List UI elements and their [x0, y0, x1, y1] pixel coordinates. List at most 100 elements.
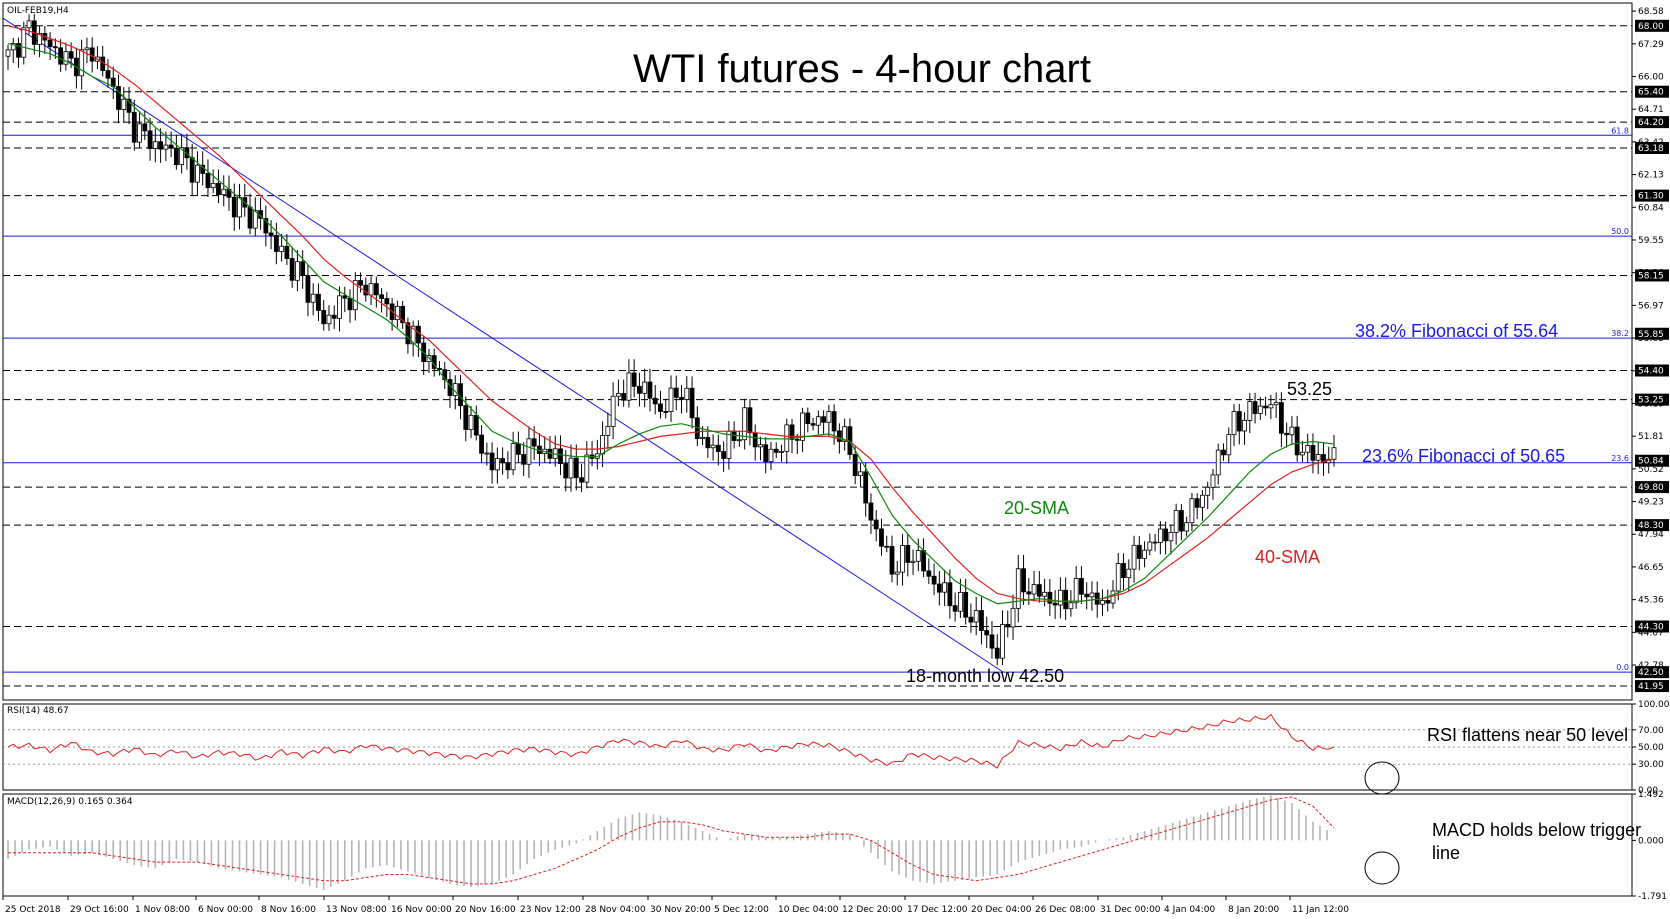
- price-box-label: 58.15: [1638, 271, 1664, 281]
- price-tick-label: 50.52: [1638, 465, 1664, 475]
- candle-body: [558, 448, 563, 465]
- candle-body: [221, 188, 227, 196]
- candle-body: [879, 528, 884, 547]
- price-box-label: 55.85: [1638, 330, 1664, 340]
- candle-body: [1063, 589, 1069, 610]
- rsi-circle-marker: [1364, 761, 1400, 795]
- candle-body: [1089, 592, 1095, 598]
- price-box-label: 41.95: [1638, 682, 1664, 692]
- chart-title: WTI futures - 4-hour chart: [633, 47, 1091, 91]
- candle-body: [52, 46, 58, 49]
- candle-body: [836, 430, 842, 442]
- candle-body: [752, 432, 758, 448]
- candle-body: [168, 144, 174, 149]
- panel-border-0: [2, 2, 1633, 701]
- candle-body: [968, 616, 974, 623]
- price-box: [1635, 269, 1669, 282]
- price-box: [1635, 454, 1669, 467]
- price-axis: 68.5867.2966.0064.7163.4262.1360.8459.55…: [1632, 7, 1669, 693]
- price-box-label: 61.30: [1638, 192, 1664, 202]
- candle-body: [1036, 584, 1042, 597]
- candle-body: [1026, 591, 1032, 595]
- candle-body: [1021, 568, 1026, 593]
- candle-body: [1184, 522, 1190, 532]
- candle-body: [573, 457, 579, 479]
- candle-body: [721, 451, 727, 459]
- candle-body: [273, 234, 279, 252]
- macd-label: MACD(12,26,9) 0.165 0.364: [7, 797, 133, 807]
- candle-body: [794, 438, 800, 441]
- candle-body: [905, 545, 911, 563]
- time-tick-label: 11 Jan 12:00: [1292, 905, 1349, 915]
- candle-body: [1268, 404, 1274, 409]
- time-tick-label: 8 Nov 16:00: [261, 905, 316, 915]
- candle-body: [510, 443, 516, 471]
- candle-body: [121, 98, 127, 110]
- price-tick-label: 47.94: [1638, 530, 1664, 540]
- price-tick-label: 51.81: [1638, 432, 1664, 442]
- candle-body: [63, 51, 69, 65]
- candle-body: [826, 411, 832, 423]
- candle-body: [84, 47, 90, 51]
- candle-body: [1263, 405, 1268, 409]
- candle-body: [142, 123, 148, 132]
- candle-body: [152, 141, 158, 149]
- candle-body: [331, 314, 337, 319]
- candle-body: [958, 591, 963, 612]
- rsi-annotation: RSI flattens near 50 level: [1427, 725, 1628, 745]
- candle-body: [1131, 544, 1137, 570]
- price-box: [1635, 519, 1669, 532]
- candle-body: [842, 426, 848, 442]
- sma20-line: [7, 43, 1335, 605]
- price-box: [1635, 141, 1669, 154]
- candle-body: [900, 545, 905, 573]
- candle-body: [5, 49, 11, 57]
- candle-body: [131, 111, 137, 143]
- candle-body: [773, 448, 779, 453]
- candle-body: [1300, 451, 1305, 456]
- candle-body: [163, 144, 169, 150]
- candle-body: [858, 471, 863, 476]
- candle-body: [610, 395, 616, 427]
- price-tick-label: 64.71: [1638, 105, 1664, 115]
- macd-annotation-line-1: MACD holds below trigger: [1432, 820, 1641, 840]
- candle-body: [1210, 474, 1216, 488]
- price-tick-label: 66.00: [1638, 73, 1664, 83]
- candle-body: [868, 502, 874, 521]
- rsi-tick-label: 70.00: [1638, 726, 1664, 736]
- candle-body: [147, 130, 153, 149]
- price-box-label: 44.30: [1638, 622, 1664, 632]
- price-box: [1635, 327, 1669, 340]
- price-tick-label: 56.97: [1638, 301, 1664, 311]
- candle-body: [605, 426, 611, 436]
- candle-body: [368, 283, 374, 296]
- rsi-tick-label: 50.00: [1638, 743, 1664, 753]
- time-tick-label: 13 Nov 08:00: [326, 905, 387, 915]
- candle-body: [310, 293, 316, 303]
- candle-body: [1152, 541, 1158, 544]
- candle-body: [1168, 532, 1174, 542]
- candle-body: [1294, 426, 1300, 456]
- candle-body: [1321, 454, 1326, 464]
- candle-body: [347, 297, 353, 311]
- trendline: [2, 17, 1004, 673]
- candle-body: [295, 261, 300, 281]
- candle-body: [1147, 541, 1153, 551]
- candle-body: [994, 647, 1000, 659]
- candle-body: [1010, 607, 1016, 628]
- candle-body: [1194, 498, 1200, 508]
- horizontal-levels: [3, 25, 1632, 687]
- candle-body: [626, 372, 632, 401]
- candle-body: [89, 47, 95, 62]
- price-box-label: 68.00: [1638, 22, 1664, 32]
- candle-body: [1273, 402, 1279, 406]
- candle-body: [405, 322, 411, 345]
- fib-label-0.0: 0.0: [1616, 663, 1629, 672]
- candle-body: [158, 141, 163, 150]
- price-box: [1635, 364, 1669, 377]
- candle-body: [894, 571, 900, 575]
- candle-body: [105, 70, 111, 79]
- sma40-line: [7, 25, 1335, 602]
- candle-body: [1073, 577, 1079, 604]
